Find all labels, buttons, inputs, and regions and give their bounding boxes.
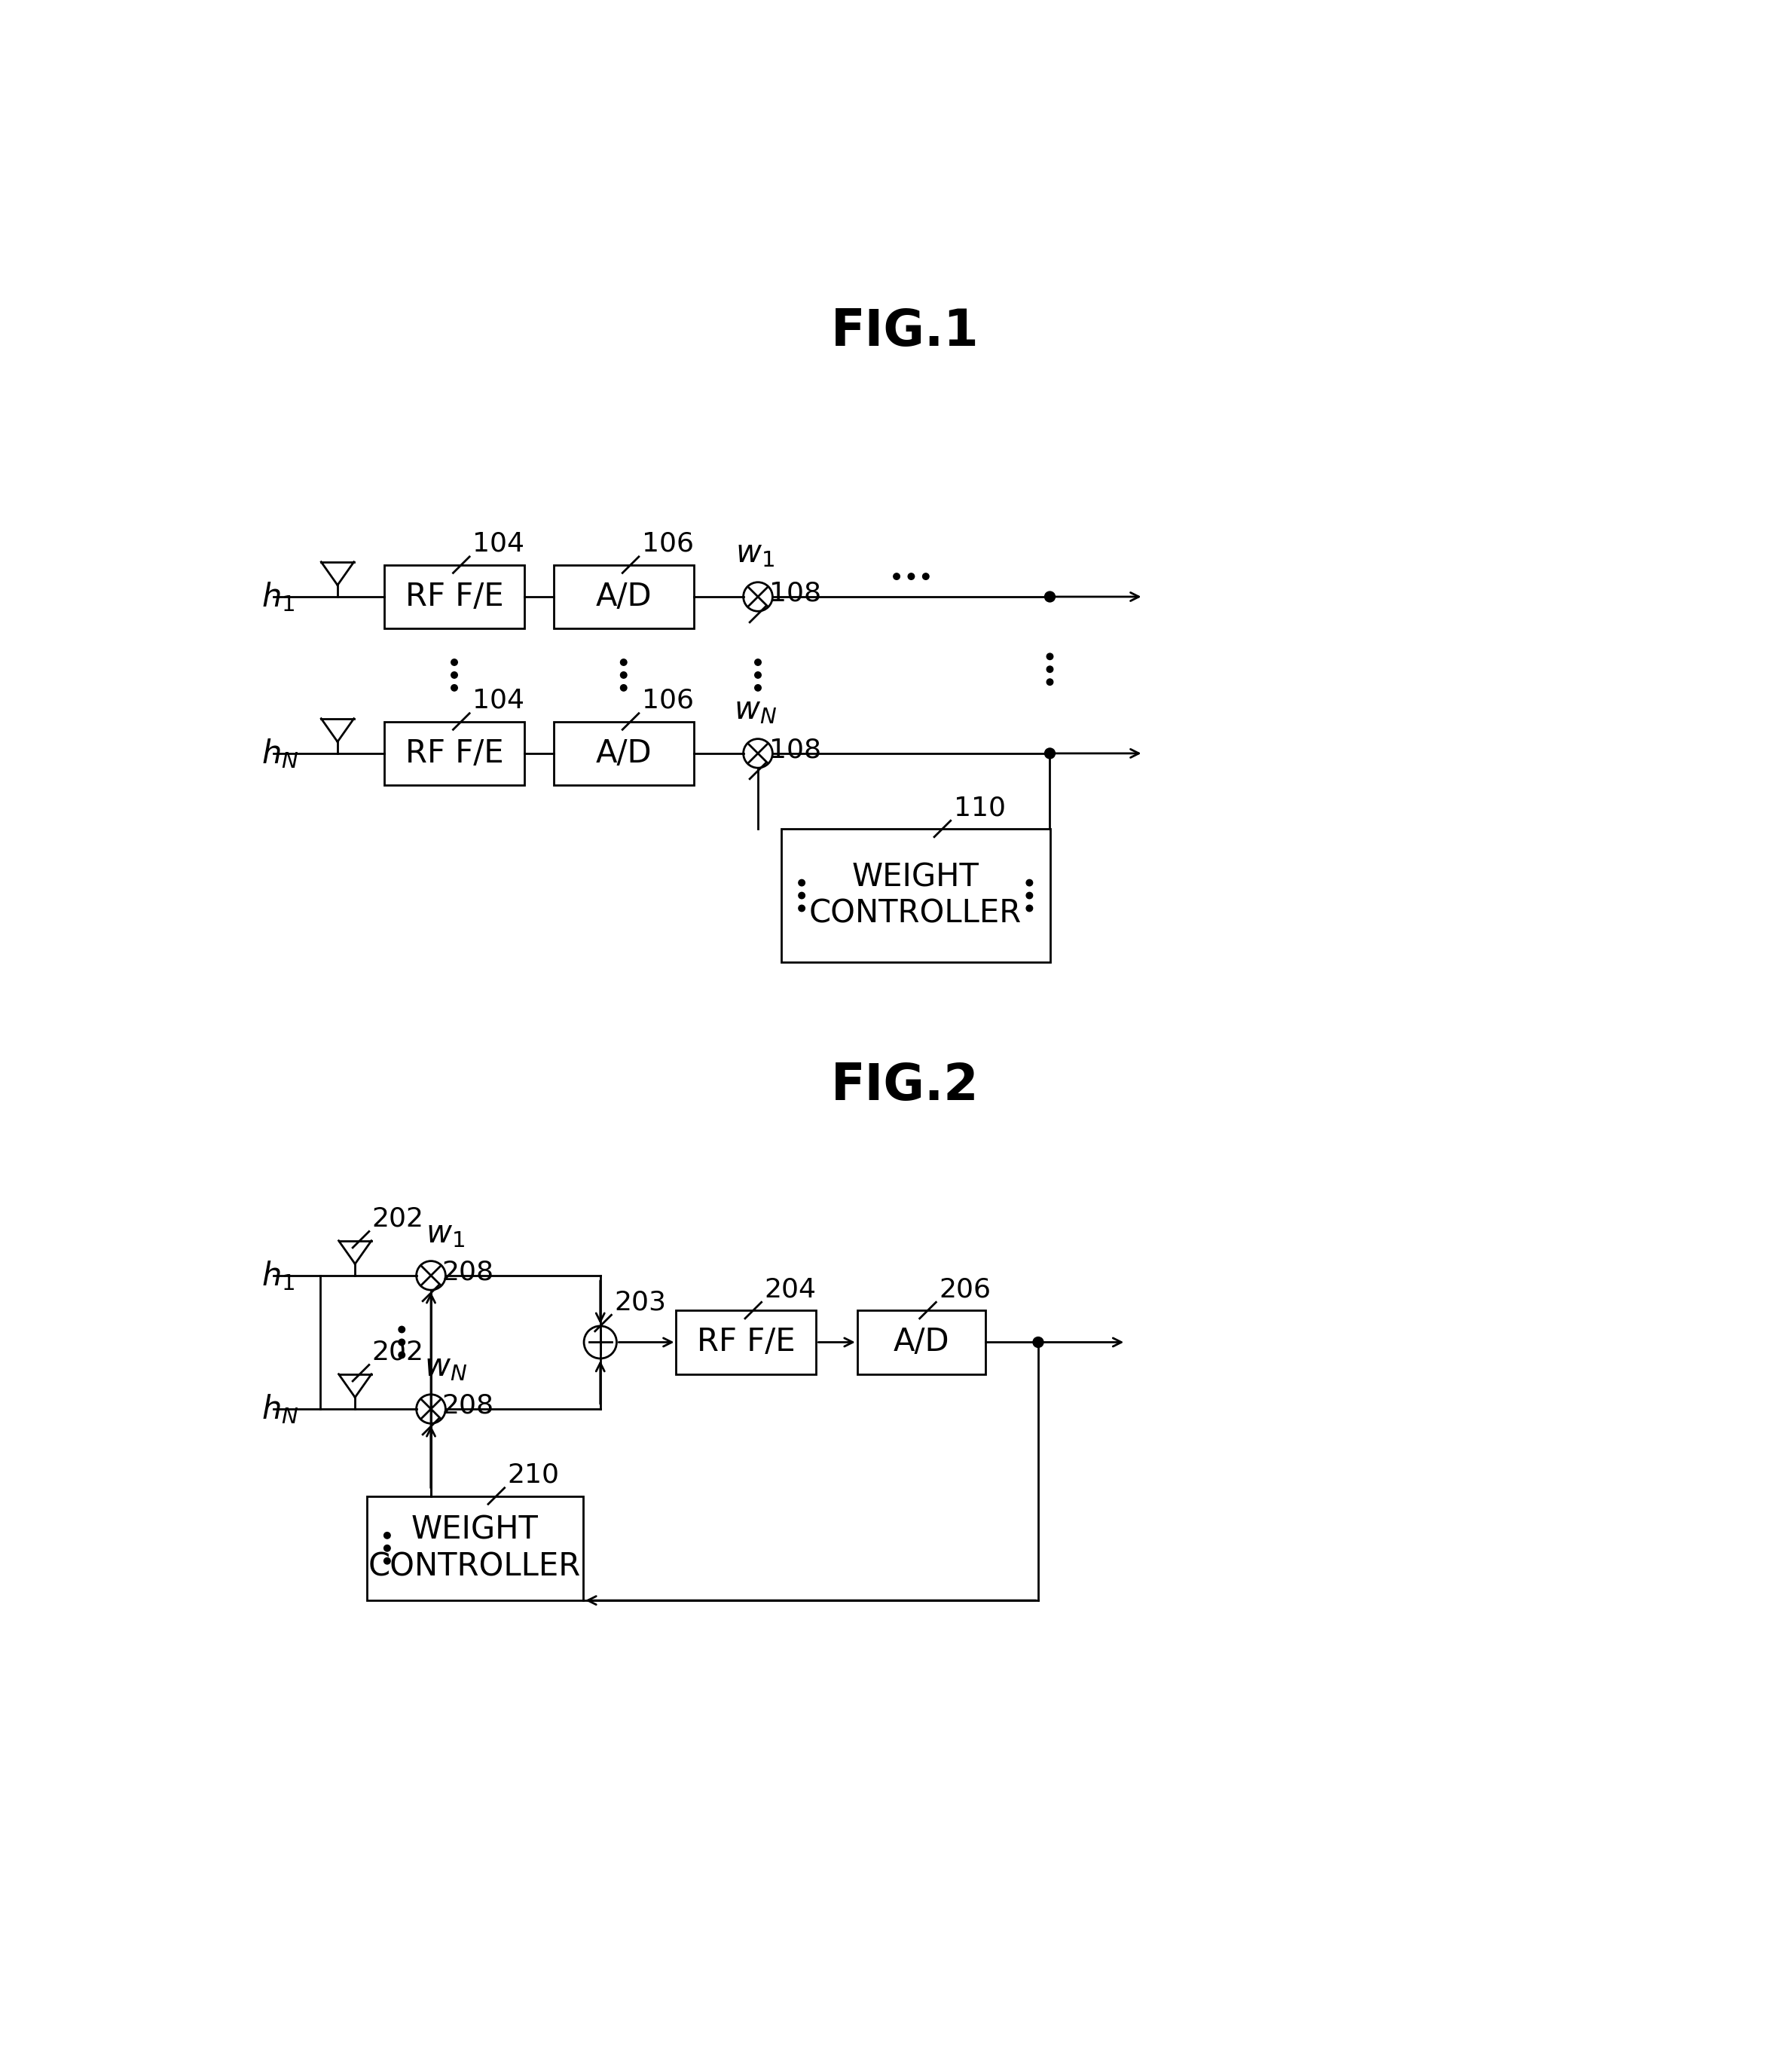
Circle shape	[908, 574, 915, 580]
Circle shape	[399, 1339, 404, 1345]
Bar	[676, 1310, 816, 1374]
Bar	[385, 721, 525, 785]
Circle shape	[620, 659, 627, 665]
Circle shape	[1045, 748, 1054, 758]
Circle shape	[798, 893, 805, 899]
Text: $w_N$: $w_N$	[424, 1351, 466, 1382]
Text: A/D: A/D	[595, 580, 652, 613]
Bar	[367, 1496, 583, 1600]
Text: 202: 202	[373, 1206, 424, 1231]
Circle shape	[450, 671, 457, 678]
Text: 206: 206	[940, 1276, 991, 1301]
Circle shape	[383, 1558, 390, 1564]
Circle shape	[1033, 1336, 1044, 1347]
Circle shape	[399, 1351, 404, 1359]
Text: 106: 106	[641, 530, 694, 557]
Circle shape	[620, 671, 627, 678]
Text: $h_1$: $h_1$	[261, 580, 295, 613]
Circle shape	[754, 671, 761, 678]
Circle shape	[1047, 653, 1053, 659]
Text: 106: 106	[641, 688, 694, 713]
Text: $h_N$: $h_N$	[261, 738, 298, 771]
Circle shape	[1047, 680, 1053, 686]
Circle shape	[620, 684, 627, 692]
Text: A/D: A/D	[595, 738, 652, 769]
Text: 104: 104	[473, 688, 525, 713]
Text: FIG.2: FIG.2	[832, 1061, 978, 1111]
Circle shape	[450, 684, 457, 692]
Text: $h_1$: $h_1$	[261, 1260, 295, 1293]
Text: 104: 104	[473, 530, 525, 557]
Bar	[553, 721, 694, 785]
Circle shape	[1026, 905, 1033, 912]
Text: $h_N$: $h_N$	[261, 1392, 298, 1426]
Bar	[781, 829, 1049, 961]
Text: 203: 203	[615, 1289, 666, 1316]
Bar	[553, 566, 694, 628]
Text: 204: 204	[765, 1276, 816, 1301]
Text: WEIGHT
CONTROLLER: WEIGHT CONTROLLER	[809, 862, 1023, 930]
Circle shape	[754, 659, 761, 665]
Text: 108: 108	[768, 738, 821, 762]
Circle shape	[798, 879, 805, 887]
Text: $w_1$: $w_1$	[735, 537, 775, 570]
Text: RF F/E: RF F/E	[698, 1326, 795, 1357]
Bar	[385, 566, 525, 628]
Text: A/D: A/D	[894, 1326, 950, 1357]
Text: $w_1$: $w_1$	[426, 1218, 464, 1249]
Bar	[857, 1310, 985, 1374]
Circle shape	[450, 659, 457, 665]
Text: RF F/E: RF F/E	[404, 580, 503, 613]
Circle shape	[1045, 591, 1054, 603]
Text: $w_N$: $w_N$	[733, 694, 777, 725]
Text: 208: 208	[442, 1392, 494, 1417]
Text: FIG.1: FIG.1	[832, 307, 978, 356]
Circle shape	[1026, 879, 1033, 887]
Text: 108: 108	[768, 580, 821, 605]
Text: 210: 210	[507, 1463, 560, 1488]
Text: RF F/E: RF F/E	[404, 738, 503, 769]
Text: 202: 202	[373, 1339, 424, 1365]
Circle shape	[894, 574, 901, 580]
Circle shape	[754, 684, 761, 692]
Circle shape	[1026, 893, 1033, 899]
Circle shape	[1047, 665, 1053, 673]
Text: WEIGHT
CONTROLLER: WEIGHT CONTROLLER	[369, 1515, 581, 1583]
Text: 110: 110	[954, 796, 1005, 821]
Circle shape	[922, 574, 929, 580]
Text: 208: 208	[442, 1260, 494, 1285]
Circle shape	[383, 1533, 390, 1539]
Circle shape	[399, 1326, 404, 1332]
Circle shape	[383, 1546, 390, 1552]
Circle shape	[798, 905, 805, 912]
